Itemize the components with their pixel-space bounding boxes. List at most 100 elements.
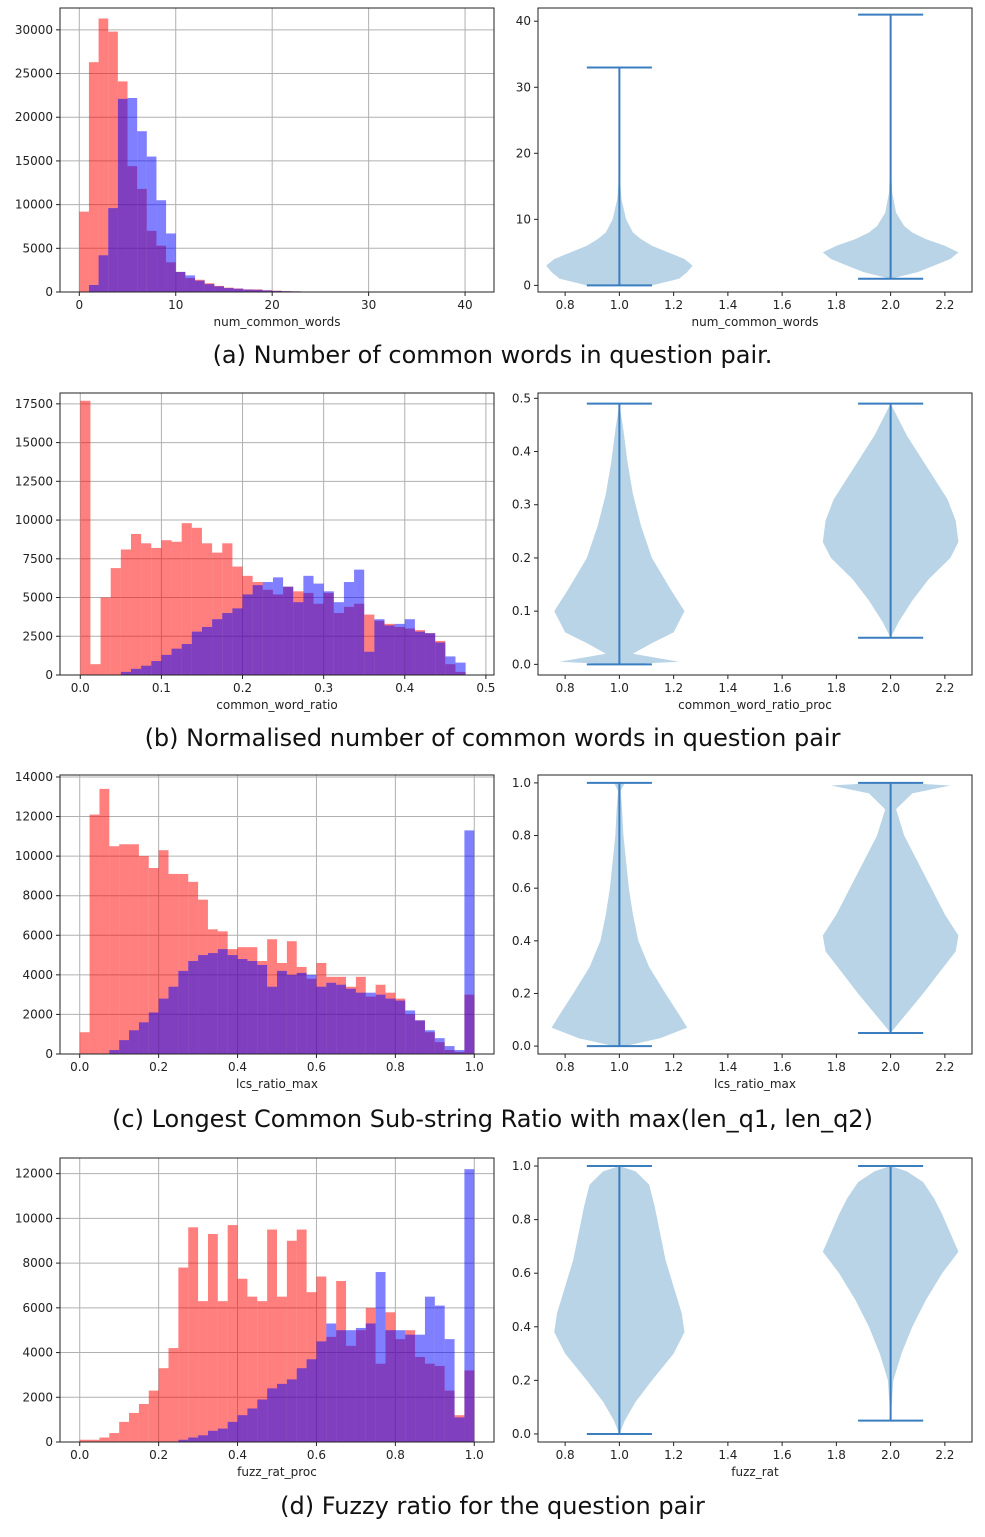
x-tick-label: 1.4 [718,298,737,312]
hist-bar-red [89,814,100,1054]
hist-bar-blue [88,285,99,292]
hist-bar-blue [151,661,162,675]
hist-bar-blue [326,982,337,1054]
x-tick-label: 1.8 [827,298,846,312]
hist-bar-blue [262,290,273,292]
hist-bar-blue [384,625,395,675]
y-tick-label: 0.6 [512,1266,531,1280]
hist-bar-red [148,868,159,1054]
hist-bar-red [158,1368,169,1442]
hist-bar-red [227,1225,238,1442]
hist-bar-blue [222,613,233,675]
chart-b-hist: 0.0 0.1 0.2 0.3 0.4 0.5 0 2500 5000 7500 10000 1250… [15,392,495,712]
hist-bar-blue [166,233,176,292]
hist-bar-blue [277,1383,287,1442]
hist-bar-blue [252,289,263,292]
hist-bar-red [158,850,169,1054]
hist-bar-red [109,846,120,1054]
y-tick-label: 0 [45,1047,53,1061]
hist-bar-blue [138,1022,149,1054]
hist-bar-blue [434,1038,445,1054]
hist-bar-blue [454,1050,465,1054]
hist-bar-blue [252,585,263,675]
hist-bar-red [89,1439,100,1442]
hist-bar-blue [242,594,253,675]
hist-bar-red [178,873,189,1054]
hist-bar-red [141,543,152,675]
hist-bar-blue [175,271,186,292]
hist-bar-red [98,18,109,293]
hist-bar-red [110,568,121,675]
hist-bar-blue [108,208,118,292]
hist-bar-blue [243,289,253,292]
x-tick-label: 2.0 [881,1448,900,1462]
hist-bar-blue [141,665,152,675]
hist-bar-red [237,1278,248,1442]
hist-bar-blue [204,284,215,292]
hist-bar-red [181,523,192,675]
y-tick-label: 2000 [22,1390,53,1404]
hist-bar-blue [237,959,248,1054]
y-tick-label: 12500 [15,474,53,488]
hist-bar-blue [316,986,327,1054]
hist-bar-blue [257,1399,268,1442]
hist-bar-blue [227,1421,238,1442]
y-tick-label: 5000 [22,591,53,605]
hist-bar-blue [296,1368,307,1442]
hist-bar-blue [267,986,277,1054]
x-tick-label: 2.2 [935,298,954,312]
hist-bar-blue [374,619,385,675]
hist-bar-blue [148,1012,159,1054]
y-tick-label: 0.8 [512,829,531,843]
hist-bar-blue [445,656,456,675]
x-tick-label: 1.4 [718,1448,737,1462]
hist-bar-blue [365,992,376,1054]
y-tick-label: 40 [516,14,531,28]
x-tick-label: 0.8 [556,298,575,312]
x-tick-label: 10 [168,298,183,312]
hist-bar-blue [346,1330,356,1442]
hist-bar-blue [198,1435,208,1442]
hist-bar-red [79,211,89,292]
x-tick-label: 1.8 [827,681,846,695]
y-tick-label: 4000 [22,1346,53,1360]
x-tick-label: 1.0 [610,681,629,695]
hist-bar-blue [181,644,192,675]
hist-bar-blue [323,591,334,675]
y-tick-label: 0 [523,278,531,292]
caption-c: (c) Longest Common Sub-string Ratio with… [112,1105,873,1133]
x-tick-label: 1.4 [718,681,737,695]
hist-bar-red [168,873,179,1054]
hist-bar-blue [137,131,147,292]
y-tick-label: 8000 [22,889,53,903]
hist-bar-blue [158,998,169,1054]
x-tick-label: 0.8 [556,1060,575,1074]
hist-bar-blue [109,1050,120,1054]
hist-bar-blue [217,949,228,1054]
y-tick-label: 0.2 [512,1373,531,1387]
caption-a: (a) Number of common words in question p… [212,341,773,369]
x-tick-label: 2.0 [881,681,900,695]
x-tick-label: 1.6 [773,298,792,312]
hist-bar-blue [178,970,189,1054]
y-tick-label: 0.3 [512,498,531,512]
y-tick-label: 0 [45,668,53,682]
chart-a-violin: 0.8 1.0 1.2 1.4 1.6 1.8 2.0 2.2 0 10 20 30 40 num_com… [516,7,973,329]
y-tick-label: 0 [45,285,53,299]
hist-bar-red [129,1412,139,1442]
hist-bar-red [79,1032,90,1054]
x-axis-label: fuzz_rat_proc [237,1465,317,1479]
y-tick-label: 8000 [22,1256,53,1270]
hist-bar-blue [405,1010,416,1054]
chart-b-violin: 0.8 1.0 1.2 1.4 1.6 1.8 2.0 2.2 0.0 0.1 0.2 0.3 0.4 0… [512,391,973,712]
x-axis-label: num_common_words [214,315,341,329]
hist-bar-blue [415,1334,425,1442]
hist-bar-blue [161,654,172,675]
y-tick-label: 1.0 [512,1159,531,1173]
x-tick-label: 1.2 [664,1448,683,1462]
y-tick-label: 0 [45,1435,53,1449]
y-tick-label: 0.1 [512,604,531,618]
x-tick-label: 1.2 [664,681,683,695]
x-axis-label: lcs_ratio_max [714,1077,796,1091]
